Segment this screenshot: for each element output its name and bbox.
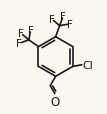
Text: F: F [67,20,73,30]
Text: F: F [49,15,55,25]
Text: F: F [18,29,24,39]
Text: F: F [60,12,66,22]
Text: F: F [28,25,34,35]
Text: F: F [16,39,22,49]
Text: O: O [50,95,60,108]
Text: Cl: Cl [82,60,93,70]
